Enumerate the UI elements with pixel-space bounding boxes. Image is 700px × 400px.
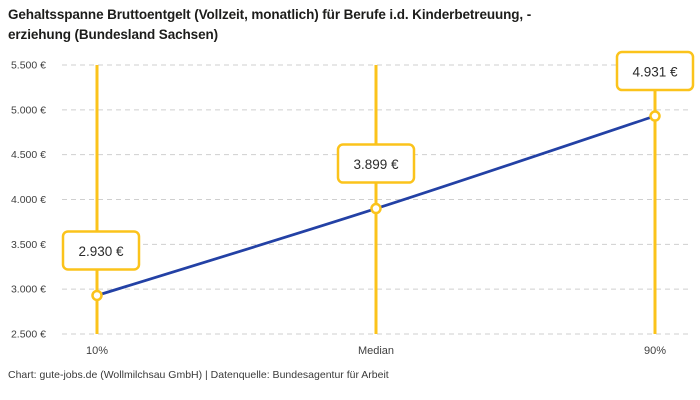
y-tick-label: 3.000 €	[11, 284, 46, 296]
y-tick-label: 2.500 €	[11, 329, 46, 341]
data-point-marker	[91, 289, 103, 302]
value-label: 4.931 €	[632, 65, 678, 80]
y-tick-label: 5.500 €	[11, 60, 46, 72]
chart-source-attribution: Chart: gute-jobs.de (Wollmilchsau GmbH) …	[8, 369, 389, 381]
data-point-marker	[649, 110, 661, 122]
y-tick-label: 4.500 €	[11, 149, 46, 161]
value-label-box	[61, 230, 141, 271]
y-tick-label: 3.500 €	[11, 239, 46, 251]
x-tick-label: 90%	[644, 345, 666, 357]
data-point-marker	[370, 202, 382, 215]
chart-title: Gehaltsspanne Bruttoentgelt (Vollzeit, m…	[8, 7, 532, 42]
y-tick-label: 5.000 €	[11, 104, 46, 116]
value-label: 2.930 €	[78, 244, 124, 259]
x-tick-label: 10%	[86, 345, 108, 357]
value-label: 3.899 €	[353, 157, 399, 172]
y-tick-label: 4.000 €	[11, 194, 46, 206]
value-label-box	[615, 50, 695, 92]
value-label-box	[336, 143, 416, 184]
x-tick-label: Median	[358, 345, 394, 357]
